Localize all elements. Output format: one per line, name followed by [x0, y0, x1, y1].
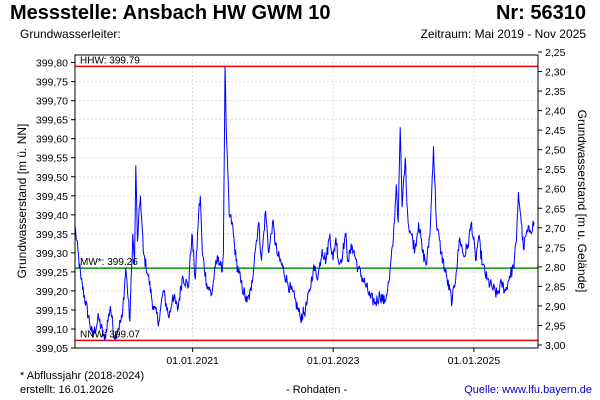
ref-label-nnw: NNW: 399.07 [80, 329, 140, 340]
x-tick-label: 01.01.2021 [166, 355, 219, 367]
left-tick-label: 399,75 [36, 77, 68, 89]
source-link[interactable]: Quelle: www.lfu.bayern.de [464, 384, 592, 396]
left-tick-label: 399,65 [36, 115, 68, 127]
grid [75, 55, 538, 349]
right-tick-label: 2,50 [545, 145, 566, 157]
x-tick-label: 01.01.2025 [448, 355, 501, 367]
left-tick-label: 399,50 [36, 172, 68, 184]
reference-lines [75, 65, 538, 342]
ref-label-mw: MW*: 399.26 [80, 257, 138, 268]
x-axis-ticks: 01.01.2021 01.01.2023 01.01.2025 [166, 348, 500, 367]
left-axis-title: Grundwasserstand [m ü. NN] [15, 124, 29, 279]
right-tick-label: 2,80 [545, 262, 566, 274]
right-tick-label: 2,30 [545, 67, 566, 79]
left-tick-label: 399,25 [36, 267, 68, 279]
left-tick-label: 399,20 [36, 286, 68, 298]
left-tick-label: 399,70 [36, 96, 68, 108]
created-date: erstellt: 16.01.2026 [20, 384, 114, 396]
right-tick-label: 2,40 [545, 106, 566, 118]
right-axis-ticks: 2,25 2,30 2,35 2,40 2,45 2,50 2,55 2,60 2,65 2,70… [538, 47, 566, 352]
data-type-label: - Rohdaten - [286, 384, 348, 396]
left-tick-label: 399,05 [36, 343, 68, 355]
left-tick-label: 399,35 [36, 229, 68, 241]
left-tick-label: 399,55 [36, 153, 68, 165]
right-tick-label: 2,90 [545, 301, 566, 313]
left-tick-label: 399,45 [36, 191, 68, 203]
right-tick-label: 2,55 [545, 164, 566, 176]
left-tick-label: 399,10 [36, 324, 68, 336]
ref-label-hhw: HHW: 399.79 [80, 55, 140, 66]
right-tick-label: 2,70 [545, 223, 566, 235]
left-tick-label: 399,30 [36, 248, 68, 260]
left-tick-label: 399,40 [36, 210, 68, 222]
right-tick-label: 2,85 [545, 281, 566, 293]
period-label: Zeitraum: Mai 2019 - Nov 2025 [420, 27, 586, 41]
right-tick-label: 2,35 [545, 86, 566, 98]
right-tick-label: 3,00 [545, 340, 566, 352]
left-tick-label: 399,15 [36, 305, 68, 317]
right-tick-label: 2,95 [545, 320, 566, 332]
x-tick-label: 01.01.2023 [307, 355, 360, 367]
right-tick-label: 2,75 [545, 242, 566, 254]
right-tick-label: 2,45 [545, 125, 566, 137]
station-title: Messstelle: Ansbach HW GWM 10 [10, 2, 331, 24]
plot-border [74, 54, 539, 349]
reference-labels: HHW: 399.79 MW*: 399.26 NNW: 399.07 [80, 55, 140, 340]
left-tick-label: 399,60 [36, 134, 68, 146]
water-level-series [74, 66, 535, 341]
right-axis-title: Grundwasserstand [m u. Gelände] [575, 110, 589, 293]
right-tick-label: 2,60 [545, 184, 566, 196]
station-number: Nr: 56310 [495, 2, 586, 24]
footnote: * Abflussjahr (2018-2024) [20, 370, 145, 382]
right-tick-label: 2,25 [545, 47, 566, 59]
aquifer-label: Grundwasserleiter: [20, 27, 121, 41]
left-axis-ticks: 399,80 399,75 399,70 399,65 399,60 399,55 399,… [36, 58, 75, 355]
right-tick-label: 2,65 [545, 203, 566, 215]
left-tick-label: 399,80 [36, 58, 68, 70]
